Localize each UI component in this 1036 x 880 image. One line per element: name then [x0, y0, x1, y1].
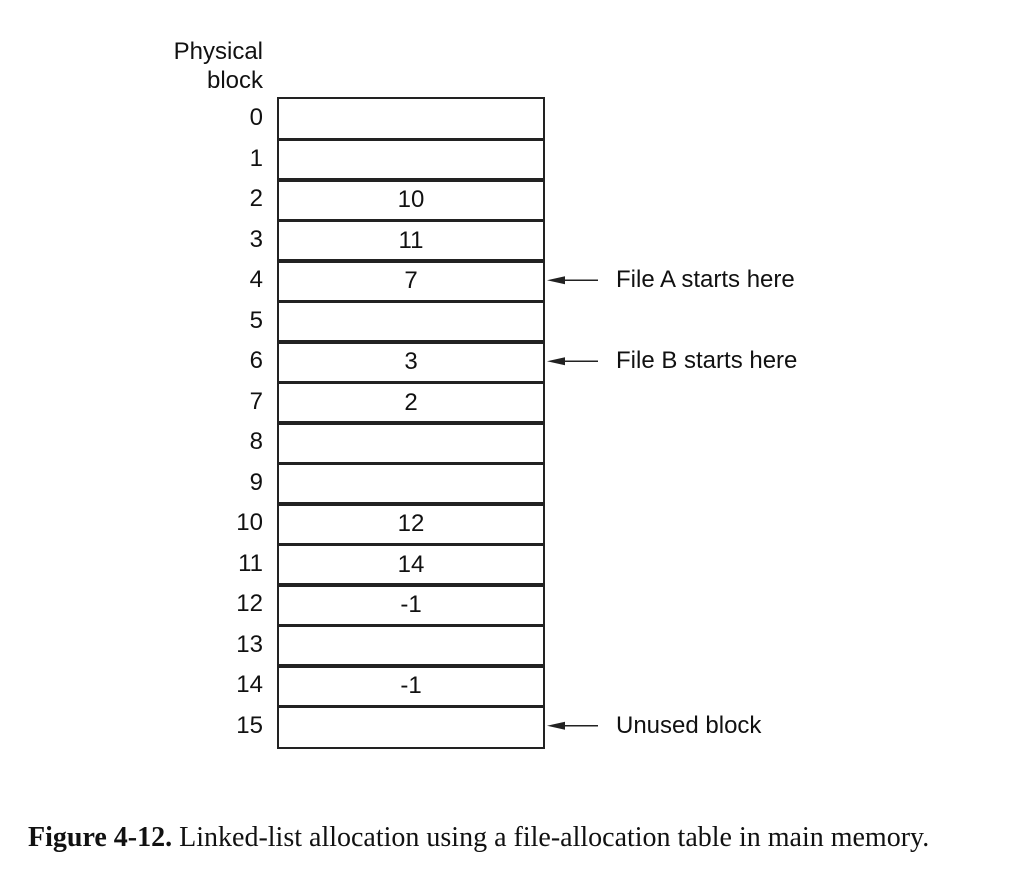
table-cell [277, 300, 545, 344]
figure-label: Figure 4-12. [28, 822, 173, 853]
arrow-head [547, 357, 565, 366]
header-line-1: Physical [173, 38, 263, 65]
next-block-value [279, 464, 543, 504]
next-block-value [279, 302, 543, 342]
next-block-value: 10 [397, 186, 425, 213]
next-block-value [279, 140, 543, 180]
figure-caption: Figure 4-12. Linked-list allocation usin… [28, 818, 929, 858]
block-index: 1 [249, 145, 263, 172]
next-block-value: 14 [397, 551, 425, 578]
block-index: 11 [238, 550, 263, 577]
block-index: 10 [236, 509, 263, 536]
table-cell [277, 259, 545, 303]
table-cell [277, 97, 545, 141]
annotation-label: File B starts here [616, 347, 798, 374]
block-index: 12 [236, 590, 263, 617]
block-index: 13 [236, 631, 263, 658]
header-line-2: block [206, 67, 263, 94]
table-cell [277, 462, 545, 506]
block-index: 7 [249, 388, 263, 415]
table-cell [277, 138, 545, 182]
next-block-value: -1 [400, 672, 422, 699]
table-cell [277, 178, 545, 222]
next-block-value [279, 423, 543, 463]
table-cell [277, 502, 545, 546]
block-index: 8 [249, 428, 263, 455]
next-block-value: -1 [400, 591, 422, 618]
block-index: 0 [249, 104, 263, 131]
table-cell [277, 381, 545, 425]
arrow-head [547, 721, 565, 730]
next-block-value [279, 707, 543, 747]
block-index: 5 [249, 307, 263, 334]
figure-caption-text: Linked-list allocation using a file-allo… [179, 822, 930, 853]
block-index: 9 [249, 469, 263, 496]
annotation-label: File A starts here [616, 266, 795, 293]
table-cell [277, 543, 545, 587]
next-block-value: 3 [404, 348, 418, 375]
next-block-value: 2 [404, 389, 418, 416]
block-index: 6 [249, 347, 263, 374]
block-index: 15 [236, 712, 263, 739]
table-cell [277, 583, 545, 627]
next-block-value: 12 [397, 510, 425, 537]
next-block-value [279, 99, 543, 139]
table-cell [277, 340, 545, 384]
next-block-value: 7 [404, 267, 418, 294]
table-cell [277, 219, 545, 263]
next-block-value: 11 [398, 227, 424, 254]
next-block-value [279, 626, 543, 666]
table-cell [277, 664, 545, 708]
block-index: 14 [236, 671, 263, 698]
annotation-label: Unused block [616, 712, 762, 739]
table-cell [277, 624, 545, 668]
block-index: 3 [249, 226, 263, 253]
arrow-head [547, 276, 565, 285]
table-cell [277, 421, 545, 465]
table-cell [277, 705, 545, 749]
block-index: 2 [249, 185, 263, 212]
block-index: 4 [249, 266, 263, 293]
